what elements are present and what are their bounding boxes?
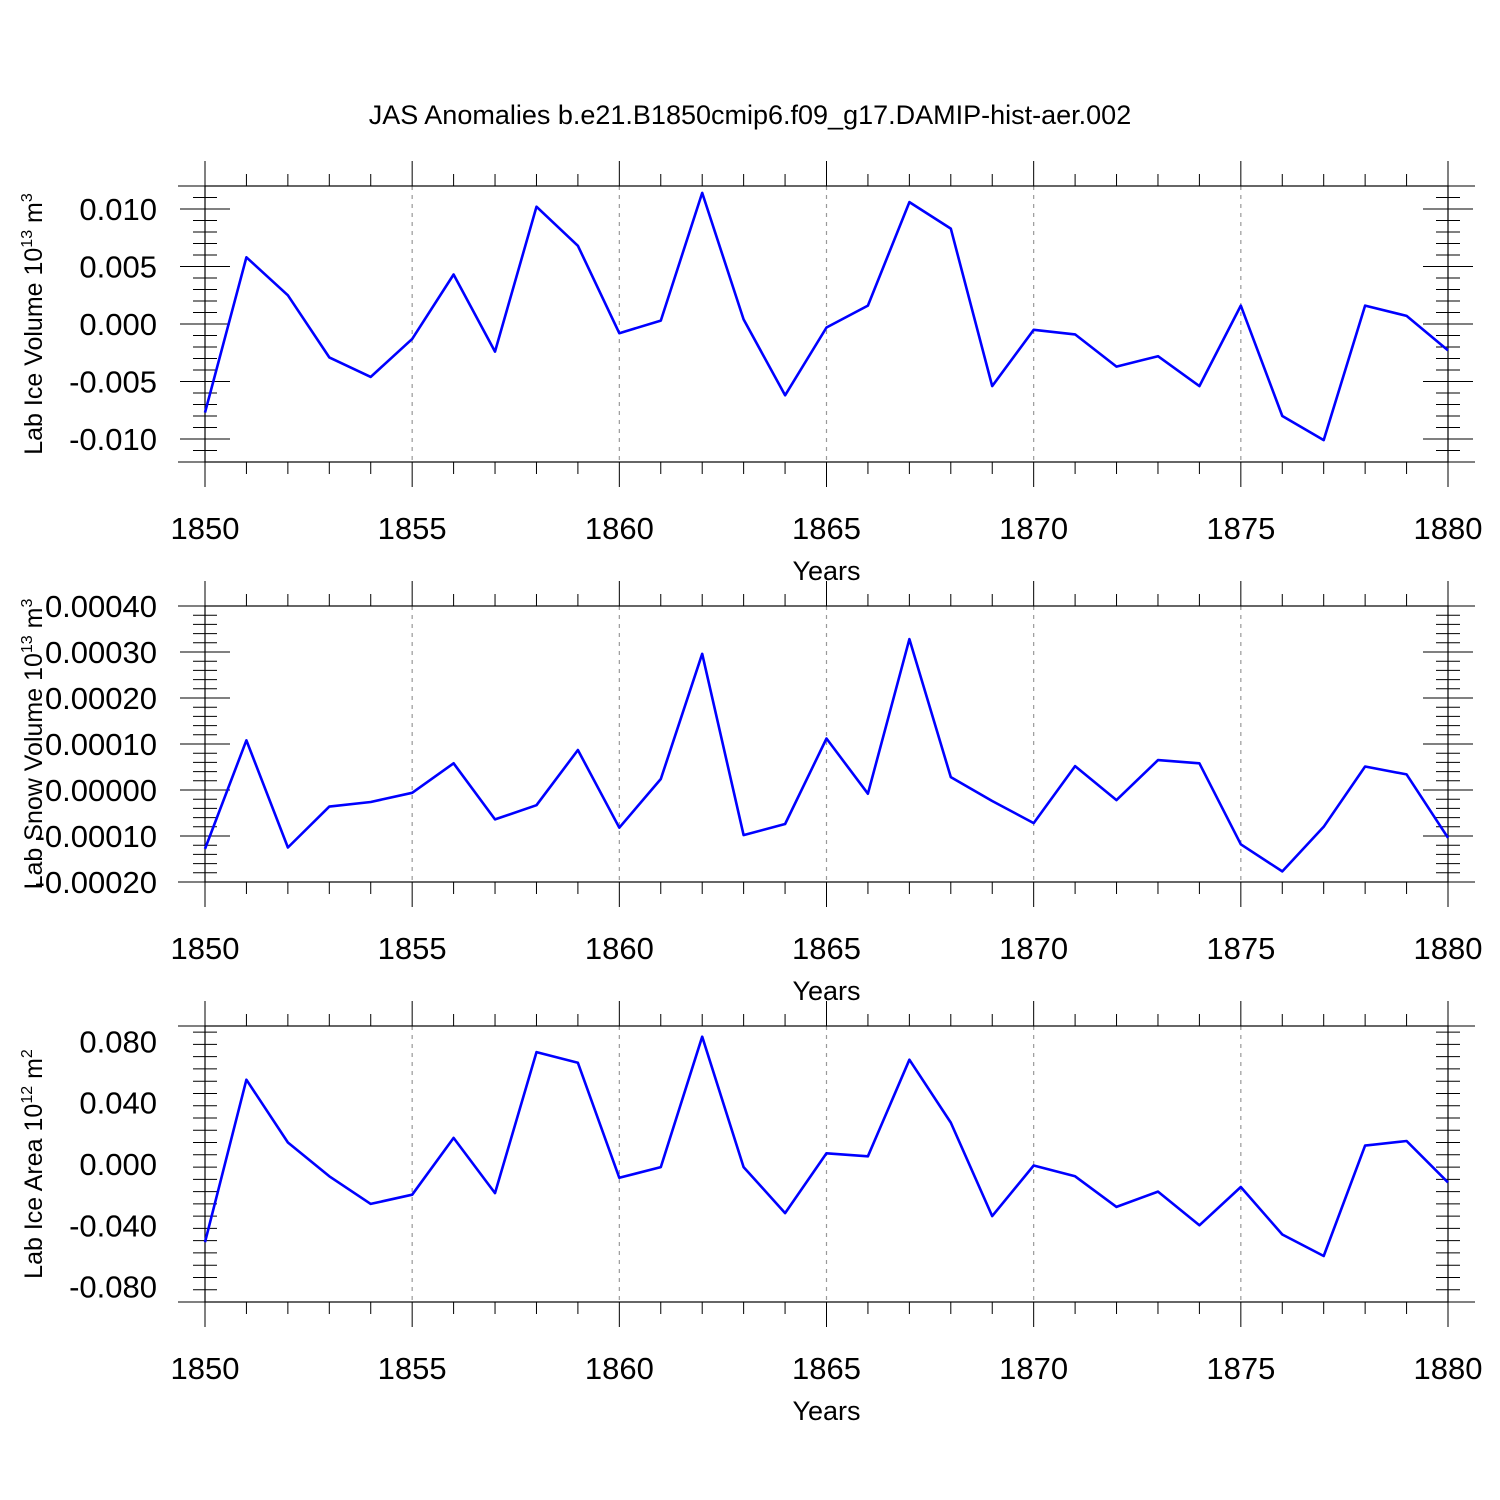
series-line <box>203 637 1450 873</box>
y-axis-title-unit-sup: 3 <box>19 599 36 608</box>
x-tick-label: 1850 <box>171 511 240 546</box>
y-axis-title-unit: m <box>20 608 48 636</box>
x-tick-label: 1870 <box>999 511 1068 546</box>
x-tick-label: 1880 <box>1414 511 1483 546</box>
x-tick-label: 1855 <box>378 511 447 546</box>
y-axis-title-sup: 12 <box>19 1086 36 1104</box>
x-tick-label: 1860 <box>585 511 654 546</box>
y-tick-label: -0.00020 <box>35 865 157 900</box>
x-tick-label: 1865 <box>792 511 861 546</box>
y-tick-label: 0.080 <box>79 1024 157 1059</box>
x-tick-label: 1875 <box>1206 511 1275 546</box>
y-axis-title-unit: m <box>20 202 48 230</box>
y-axis-title-sup: 13 <box>19 635 36 653</box>
y-tick-label: 0.005 <box>79 250 157 285</box>
x-axis-title: Years <box>792 1396 860 1426</box>
y-axis-title-unit-sup: 2 <box>19 1049 36 1058</box>
x-tick-label: 1860 <box>585 931 654 966</box>
y-tick-label: 0.00030 <box>45 635 157 670</box>
y-axis-title-unit: m <box>20 1058 48 1086</box>
x-tick-label: 1875 <box>1206 1351 1275 1386</box>
chart-panel-3: 1850 1855 1860 1865 1870 1875 1880 0.080 0.040 0.… <box>19 1001 1482 1426</box>
y-tick-label: 0.00000 <box>45 773 157 808</box>
x-tick-label: 1865 <box>792 1351 861 1386</box>
x-tick-label: 1850 <box>171 931 240 966</box>
x-tick-label: 1850 <box>171 1351 240 1386</box>
y-tick-label: -0.080 <box>69 1270 157 1305</box>
y-axis-title-main: Lab Ice Volume 10 <box>20 248 48 455</box>
x-tick-label: 1865 <box>792 931 861 966</box>
x-tick-label: 1880 <box>1414 1351 1483 1386</box>
y-tick-label: -0.005 <box>69 365 157 400</box>
y-axis-title-unit-sup: 3 <box>19 193 36 202</box>
y-axis-title: Lab Snow Volume 1013 m3 <box>19 599 48 890</box>
panels: 1850 1855 1860 1865 1870 1875 1880 0.010 0.005 0.… <box>19 161 1482 1426</box>
y-tick-label: -0.010 <box>69 422 157 457</box>
chart-panel-2: 1850 1855 1860 1865 1870 1875 1880 0.00040 0.000… <box>19 581 1482 1006</box>
x-tick-label: 1860 <box>585 1351 654 1386</box>
x-tick-label: 1855 <box>378 931 447 966</box>
y-tick-label: 0.000 <box>79 1147 157 1182</box>
y-axis-title-sup: 13 <box>19 230 36 248</box>
y-tick-label: 0.00010 <box>45 727 157 762</box>
y-tick-label: 0.040 <box>79 1086 157 1121</box>
series-line <box>203 1035 1449 1258</box>
y-axis-title-main: Lab Ice Area 10 <box>20 1104 48 1279</box>
series-line <box>203 191 1449 442</box>
y-tick-label: 0.00040 <box>45 589 157 624</box>
y-tick-label: 0.000 <box>79 307 157 342</box>
y-axis-title: Lab Ice Volume 1013 m3 <box>19 193 48 455</box>
y-tick-label: -0.040 <box>69 1208 157 1243</box>
x-tick-label: 1875 <box>1206 931 1275 966</box>
y-tick-label: 0.010 <box>79 192 157 227</box>
y-tick-label: 0.00020 <box>45 681 157 716</box>
x-tick-label: 1870 <box>999 1351 1068 1386</box>
x-tick-label: 1880 <box>1414 931 1483 966</box>
x-tick-label: 1870 <box>999 931 1068 966</box>
chart-panel-1: 1850 1855 1860 1865 1870 1875 1880 0.010 0.005 0.… <box>19 161 1482 586</box>
y-axis-title-main: Lab Snow Volume 10 <box>20 653 48 889</box>
y-tick-label: -0.00010 <box>35 819 157 854</box>
y-axis-title: Lab Ice Area 1012 m2 <box>19 1049 48 1279</box>
x-tick-label: 1855 <box>378 1351 447 1386</box>
figure-title: JAS Anomalies b.e21.B1850cmip6.f09_g17.D… <box>369 100 1131 130</box>
